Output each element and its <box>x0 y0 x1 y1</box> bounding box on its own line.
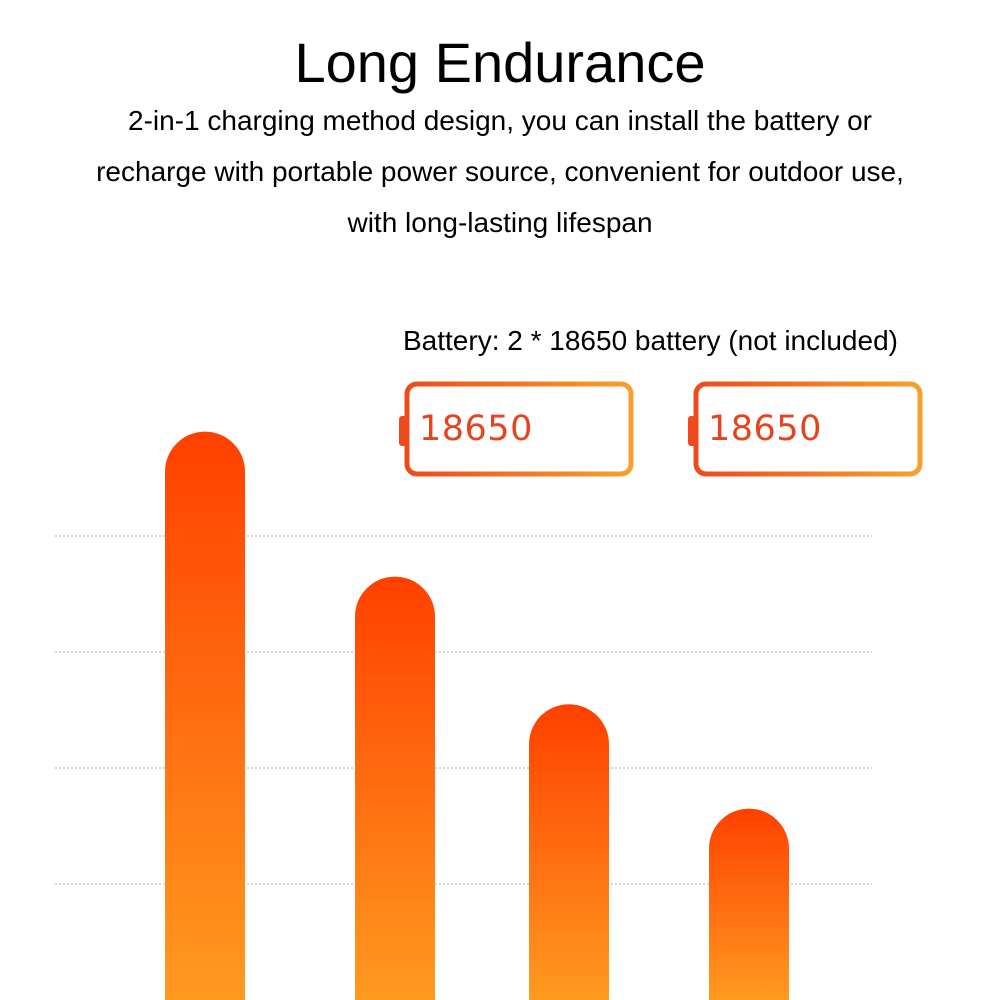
battery-outline-icon <box>399 381 634 477</box>
bar-3 <box>529 704 609 1000</box>
description-line-3: with long-lasting lifespan <box>347 207 653 238</box>
description-line-1: 2-in-1 charging method design, you can i… <box>128 105 872 136</box>
bar-layer <box>165 431 789 1000</box>
endurance-bar-chart <box>0 420 1000 1000</box>
bar-1 <box>165 431 245 1000</box>
battery-label: 18650 <box>419 409 533 449</box>
battery-icon-2: 18650 <box>685 381 925 477</box>
battery-outline-icon <box>688 381 923 477</box>
battery-icon-1: 18650 <box>396 381 636 477</box>
bar-2 <box>355 576 435 1000</box>
battery-note: Battery: 2 * 18650 battery (not included… <box>403 325 898 356</box>
page-title: Long Endurance <box>294 31 706 94</box>
bar-4 <box>709 808 789 1000</box>
battery-label: 18650 <box>708 409 822 449</box>
description-line-2: recharge with portable power source, con… <box>96 156 904 187</box>
chart-svg <box>55 431 872 1000</box>
